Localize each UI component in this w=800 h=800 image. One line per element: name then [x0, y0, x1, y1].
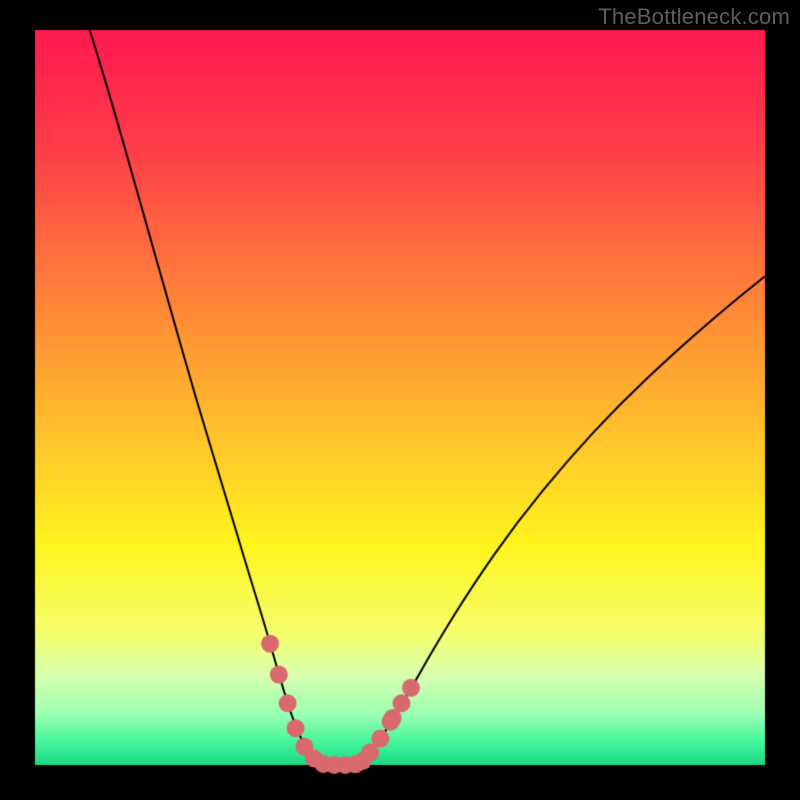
bottleneck-chart [0, 0, 800, 800]
